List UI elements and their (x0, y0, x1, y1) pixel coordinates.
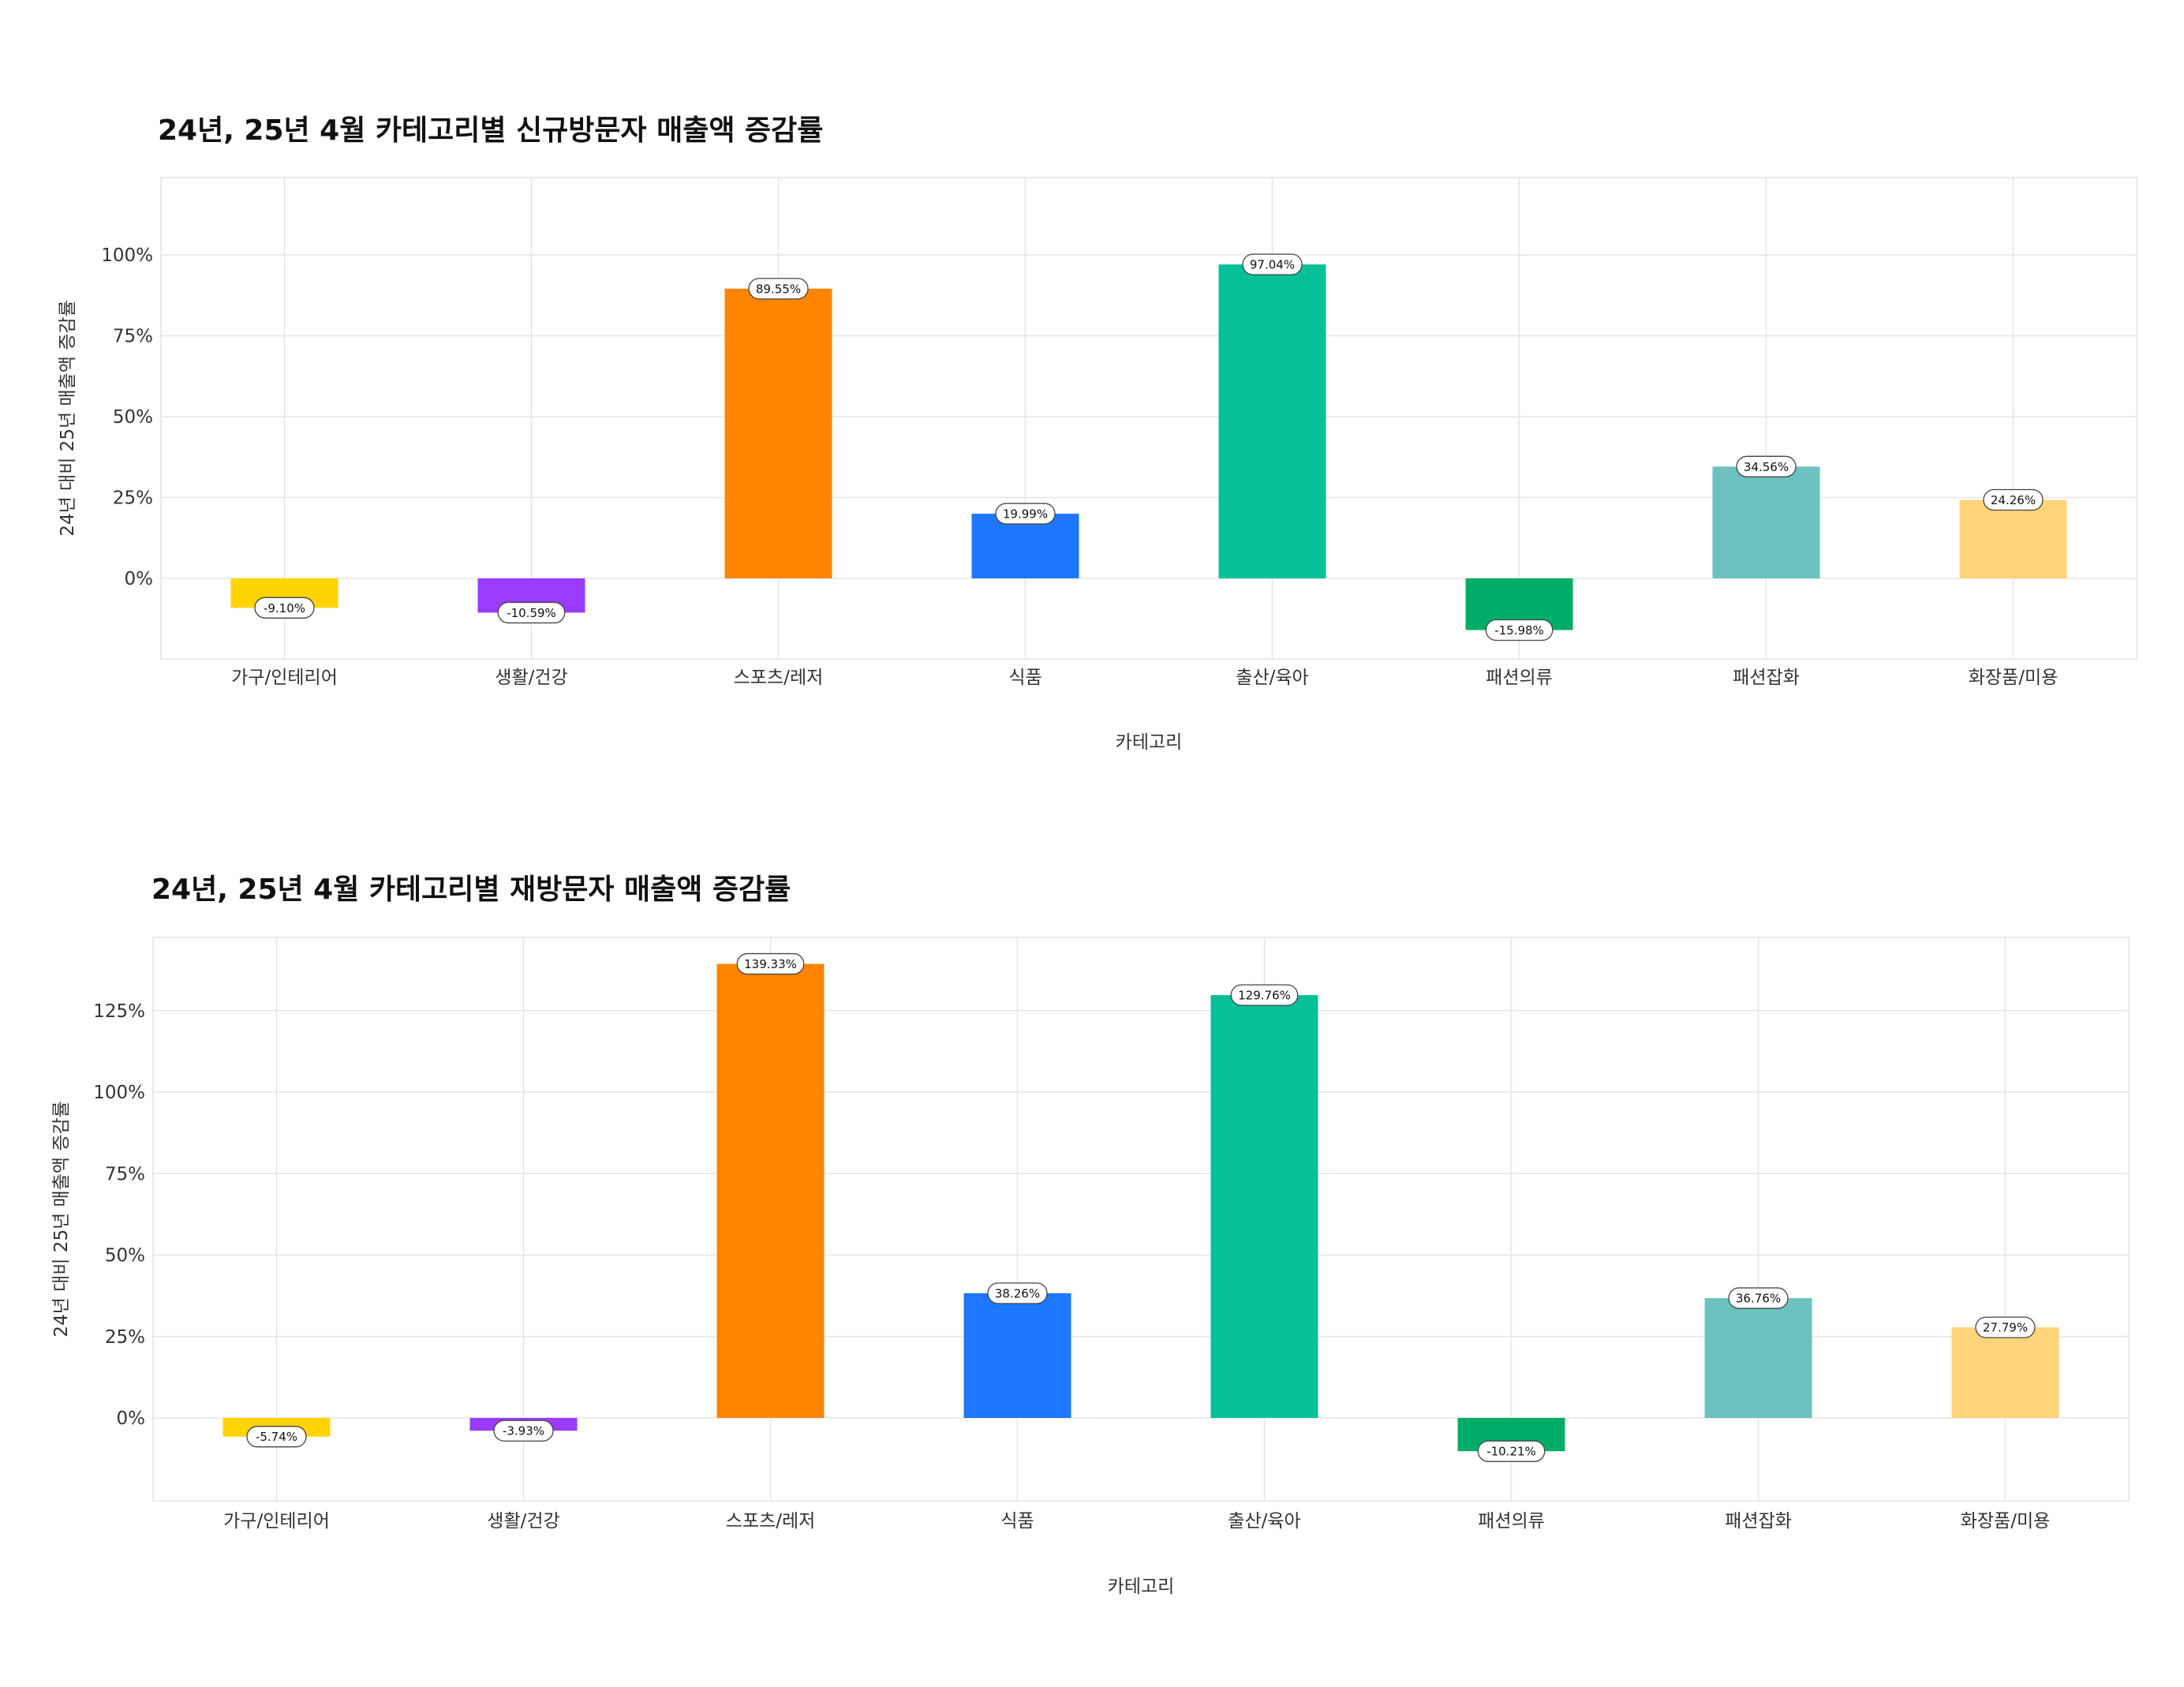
y-axis-title: 24년 대비 25년 매출액 증감률 (51, 1101, 72, 1337)
chart-svg: 0% 25% 50% 75% 100% -9.10% -10.59% 89.55% 19.99%… (58, 177, 2137, 753)
x-tick-label: 가구/인테리어 (223, 1511, 330, 1532)
data-label-text: 24.26% (1991, 493, 2036, 507)
plot-area (160, 177, 2137, 660)
x-axis-title: 카테고리 (1116, 732, 1183, 753)
x-tick-label: 패션의류 (1486, 668, 1553, 688)
data-label-text: -10.21% (1487, 1445, 1536, 1459)
y-tick-label: 50% (113, 407, 153, 428)
bar (1959, 499, 2067, 578)
y-tick-label: 100% (101, 245, 153, 266)
bar (716, 963, 825, 1418)
y-tick-label: 0% (125, 569, 154, 589)
bar (1704, 1298, 1812, 1418)
data-label-bubble (497, 601, 566, 624)
y-tick-label: 75% (105, 1164, 145, 1184)
data-label: 89.55% (748, 278, 809, 300)
data-label: 139.33% (736, 952, 805, 975)
bar (1218, 264, 1326, 578)
x-axis-title: 카테고리 (1108, 1577, 1175, 1597)
data-label-bubble (254, 597, 315, 619)
data-label-text: 89.55% (756, 282, 801, 296)
data-label-bubble (1477, 1440, 1546, 1462)
bar (724, 288, 832, 578)
x-tick-label: 패션잡화 (1725, 1511, 1792, 1532)
bar (1210, 995, 1318, 1418)
x-tick-label: 가구/인테리어 (231, 668, 338, 688)
x-tick-label: 패션잡화 (1733, 668, 1800, 688)
data-label: 19.99% (995, 503, 1056, 525)
data-label-bubble (1736, 455, 1797, 477)
data-label: -9.10% (254, 597, 315, 619)
chart-title: 24년, 25년 4월 카테고리별 재방문자 매출액 증감률 (151, 873, 791, 906)
bar (963, 1292, 1071, 1418)
y-tick-label: 100% (93, 1083, 145, 1103)
chart-panel-new-visitors: 24년, 25년 4월 카테고리별 신규방문자 매출액 증감률 0% 25% 50%… (0, 0, 2184, 789)
data-label: -15.98% (1485, 619, 1554, 642)
data-label-text: 27.79% (1983, 1321, 2028, 1335)
data-label: 97.04% (1242, 253, 1303, 275)
bar (1712, 466, 1820, 578)
data-label-bubble (1728, 1287, 1789, 1309)
data-label-text: 34.56% (1744, 460, 1789, 474)
data-label-text: 129.76% (1238, 989, 1291, 1003)
data-label-text: -3.93% (503, 1424, 544, 1438)
y-tick-label: 50% (105, 1246, 145, 1266)
y-tick-label: 75% (113, 327, 153, 347)
data-label: 38.26% (987, 1282, 1048, 1304)
y-tick-label: 0% (117, 1408, 146, 1429)
x-tick-label: 식품 (1000, 1511, 1034, 1532)
y-tick-label: 125% (93, 1001, 145, 1022)
data-label: 36.76% (1728, 1287, 1789, 1309)
x-tick-label: 스포츠/레저 (726, 1511, 816, 1532)
data-label: 27.79% (1975, 1316, 2036, 1338)
x-tick-label: 출산/육아 (1228, 1511, 1300, 1532)
data-label-text: -15.98% (1494, 623, 1544, 638)
data-label-bubble (1983, 488, 2044, 511)
data-label-bubble (246, 1426, 307, 1448)
data-label-bubble (493, 1420, 554, 1442)
data-label-text: 139.33% (744, 957, 797, 971)
bar (1951, 1327, 2059, 1418)
y-tick-label: 25% (105, 1327, 145, 1348)
data-label-bubble (748, 278, 809, 300)
data-label-text: -10.59% (507, 606, 556, 620)
data-label-text: 38.26% (995, 1286, 1040, 1300)
data-label: -5.74% (246, 1426, 307, 1448)
data-label-text: 36.76% (1736, 1292, 1781, 1306)
x-tick-label: 식품 (1008, 668, 1042, 688)
data-label: -10.21% (1477, 1440, 1546, 1462)
data-label-bubble (1485, 619, 1554, 642)
data-label-bubble (736, 952, 805, 975)
chart-svg: 0% 25% 50% 75% 100% 125% -5.74% -3.93% 139.33% 38… (51, 937, 2130, 1597)
data-label-bubble (1242, 253, 1303, 275)
data-label: 34.56% (1736, 455, 1797, 477)
x-tick-label: 패션의류 (1478, 1511, 1545, 1532)
data-label: 129.76% (1230, 984, 1299, 1006)
data-label-text: -9.10% (264, 601, 305, 615)
x-tick-label: 생활/건강 (495, 668, 567, 688)
x-tick-label: 출산/육아 (1236, 668, 1308, 688)
chart-panel-returning-visitors: 24년, 25년 4월 카테고리별 재방문자 매출액 증감률 0% 25% 50% 7… (0, 789, 2184, 1687)
data-label: -3.93% (493, 1420, 554, 1442)
bar (971, 514, 1079, 578)
chart-title: 24년, 25년 4월 카테고리별 신규방문자 매출액 증감률 (158, 114, 824, 147)
plot-area (152, 937, 2130, 1502)
x-tick-label: 화장품/미용 (1969, 668, 2059, 688)
data-label-bubble (1975, 1316, 2036, 1338)
data-label-bubble (995, 503, 1056, 525)
data-label-text: 19.99% (1003, 507, 1048, 522)
data-label: -10.59% (497, 601, 566, 624)
data-label-bubble (1230, 984, 1299, 1006)
data-label-text: -5.74% (256, 1430, 297, 1444)
y-tick-label: 25% (113, 488, 153, 509)
x-tick-label: 생활/건강 (487, 1511, 559, 1532)
x-tick-label: 화장품/미용 (1961, 1511, 2051, 1532)
data-label-text: 97.04% (1250, 258, 1295, 272)
y-axis-title: 24년 대비 25년 매출액 증감률 (58, 300, 78, 536)
x-tick-label: 스포츠/레저 (734, 668, 824, 688)
data-label: 24.26% (1983, 488, 2044, 511)
data-label-bubble (987, 1282, 1048, 1304)
